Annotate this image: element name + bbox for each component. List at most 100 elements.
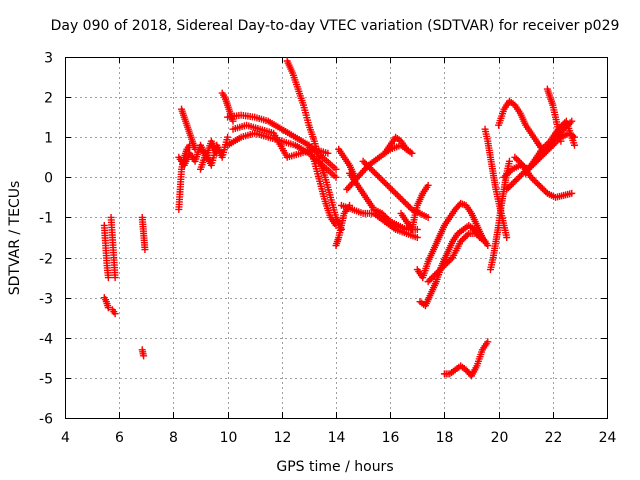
data-point	[432, 270, 440, 278]
series-arc-23	[381, 133, 416, 157]
data-point	[484, 242, 492, 250]
data-point	[383, 181, 391, 189]
x-tick-label: 16	[382, 430, 400, 446]
data-point	[378, 209, 386, 217]
x-axis-label: GPS time / hours	[276, 459, 393, 475]
series-arc-5	[138, 213, 149, 254]
y-axis-label: SDTVAR / TECUs	[7, 181, 23, 296]
data-point	[440, 262, 448, 270]
data-point	[447, 255, 455, 263]
data-point	[403, 201, 411, 209]
data-point	[424, 278, 432, 286]
y-tick-label: -1	[39, 211, 53, 227]
data-point	[505, 169, 513, 177]
data-point	[503, 185, 511, 193]
y-tick-label: -2	[39, 252, 53, 268]
data-point	[544, 139, 552, 147]
series-arc-18	[335, 145, 359, 181]
series-arc-31	[495, 97, 546, 153]
data-point	[324, 149, 332, 157]
data-point	[382, 180, 390, 188]
data-point	[504, 184, 512, 192]
data-point	[380, 211, 388, 219]
data-point	[511, 177, 519, 185]
series-arc-2	[100, 294, 112, 312]
series-arc-16	[305, 141, 340, 229]
data-point	[224, 133, 232, 141]
data-point	[390, 188, 398, 196]
y-tick-label: 0	[44, 171, 53, 187]
data-point	[517, 160, 525, 168]
data-point	[426, 276, 434, 284]
data-point	[559, 120, 567, 128]
data-point	[393, 191, 401, 199]
chart-title: Day 090 of 2018, Sidereal Day-to-day VTE…	[51, 18, 620, 34]
data-point	[398, 196, 406, 204]
data-point	[514, 156, 522, 164]
series-arc-19	[337, 201, 421, 241]
data-point	[503, 234, 511, 241]
data-point	[463, 231, 471, 239]
data-point	[541, 142, 549, 150]
data-point	[534, 180, 542, 188]
y-tick-label: 1	[44, 131, 53, 147]
data-point	[375, 173, 383, 181]
data-point	[392, 189, 400, 197]
series-arc-27	[424, 229, 489, 286]
data-point	[478, 234, 486, 242]
data-point	[445, 257, 453, 265]
data-point	[408, 149, 416, 157]
data-point	[437, 265, 445, 273]
data-point	[557, 137, 565, 145]
y-tick-label: -6	[39, 412, 53, 428]
data-point	[395, 193, 403, 201]
data-point	[537, 183, 545, 191]
y-tick-label: 2	[44, 91, 53, 107]
data-point	[530, 177, 538, 185]
data-point	[436, 266, 444, 274]
data-point	[401, 199, 409, 207]
data-point	[332, 165, 340, 173]
data-point	[370, 169, 378, 177]
y-tick-label: 3	[44, 51, 53, 67]
data-point	[431, 271, 439, 279]
data-point	[505, 157, 513, 165]
data-point	[104, 304, 112, 312]
data-point	[377, 175, 385, 183]
x-tick-label: 24	[599, 430, 617, 446]
data-point	[568, 189, 576, 197]
data-point	[473, 229, 481, 237]
data-point	[369, 167, 377, 175]
data-point	[140, 352, 148, 360]
series-arc-6	[138, 346, 148, 360]
x-tick-label: 18	[436, 430, 454, 446]
data-point	[442, 260, 450, 268]
data-point	[141, 246, 149, 254]
data-point	[554, 125, 562, 133]
data-point	[462, 233, 470, 241]
data-point	[429, 273, 437, 281]
data-point	[502, 172, 510, 180]
data-point	[405, 202, 413, 210]
data-point	[529, 175, 537, 183]
data-point	[516, 173, 524, 181]
series-arc-1	[100, 221, 112, 282]
series-arc-15	[283, 57, 345, 233]
data-point	[527, 173, 535, 181]
data-point	[508, 181, 516, 189]
data-point	[570, 141, 578, 149]
data-point	[476, 233, 484, 241]
x-tick-label: 8	[169, 430, 178, 446]
data-point	[379, 177, 387, 185]
data-point	[427, 274, 435, 282]
data-point	[400, 197, 408, 205]
data-point	[557, 122, 565, 130]
data-point	[535, 181, 543, 189]
x-tick-label: 6	[115, 430, 124, 446]
y-tick-label: -5	[39, 372, 53, 388]
data-point	[387, 185, 395, 193]
data-point	[424, 213, 432, 221]
data-point	[385, 183, 393, 191]
data-point	[367, 165, 375, 173]
